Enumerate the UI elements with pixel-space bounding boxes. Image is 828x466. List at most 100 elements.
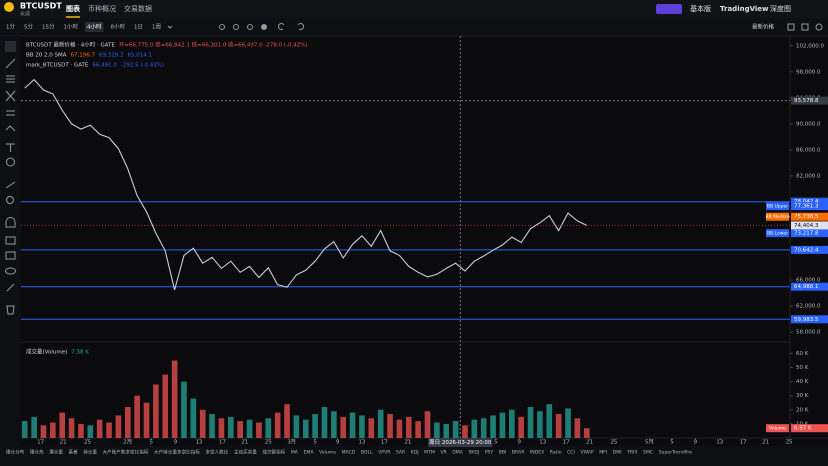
- indicator[interactable]: BBI: [499, 450, 507, 456]
- toolbar-icon[interactable]: [247, 24, 253, 30]
- tool-icon[interactable]: [6, 157, 15, 167]
- indicator[interactable]: VR: [440, 450, 447, 456]
- price-source[interactable]: 最新价格: [752, 23, 775, 31]
- tool-icons: [5, 41, 16, 315]
- indicator[interactable]: DMA: [452, 450, 464, 456]
- toolbar-icon[interactable]: [801, 23, 809, 31]
- indicator[interactable]: MACD: [342, 450, 356, 456]
- volume-bar: [527, 407, 534, 438]
- volume-bar: [509, 409, 515, 438]
- volume-bar: [106, 422, 112, 438]
- indicator[interactable]: Volume: [319, 450, 336, 456]
- tool-icon[interactable]: [5, 41, 16, 52]
- interval[interactable]: 8小时: [111, 23, 126, 31]
- indicator[interactable]: 成交额指标: [262, 449, 285, 456]
- indicator[interactable]: MTM: [424, 450, 435, 456]
- tag-name: BB Upper: [767, 204, 788, 210]
- indicator[interactable]: 大户持仓量多空比指标: [154, 449, 200, 456]
- tool-icon[interactable]: [5, 58, 16, 69]
- x-tick-label: 9: [694, 440, 698, 446]
- tool-icon[interactable]: [6, 305, 15, 315]
- interval[interactable]: 1小时: [64, 23, 79, 31]
- symbol[interactable]: BTCUSDT: [20, 2, 62, 11]
- tool-icon[interactable]: [6, 110, 15, 116]
- indicator[interactable]: 多空人数比: [205, 449, 228, 456]
- volume-bar: [31, 416, 37, 438]
- y-tick-label: 90,000.0: [796, 121, 821, 127]
- indicator[interactable]: CCI: [567, 450, 575, 456]
- indicator[interactable]: SuperTrendPro: [659, 450, 693, 456]
- indicator[interactable]: PSY: [485, 450, 494, 456]
- volume-bar: [462, 425, 468, 438]
- tool-icon[interactable]: [5, 217, 16, 228]
- header-link[interactable]: TradingView: [720, 5, 769, 13]
- legend-text: 65,014.1: [128, 53, 153, 59]
- tool-icon[interactable]: [5, 90, 16, 102]
- header-link[interactable]: 深度图: [770, 4, 791, 13]
- logo[interactable]: [4, 2, 14, 12]
- interval[interactable]: 1周: [152, 24, 161, 31]
- indicator[interactable]: VWAP: [580, 450, 594, 456]
- interval[interactable]: 15分: [42, 23, 55, 31]
- toolbar-icon[interactable]: [815, 23, 823, 31]
- volume-tag-box: [791, 424, 828, 433]
- tool-icon[interactable]: [6, 196, 14, 204]
- indicator[interactable]: Ratio: [550, 450, 562, 456]
- indicator[interactable]: EMA: [303, 450, 314, 456]
- indicator[interactable]: 基差: [68, 449, 78, 456]
- indicator[interactable]: INDEX: [530, 450, 544, 456]
- tool-icon[interactable]: [6, 143, 15, 152]
- redo-icon[interactable]: [297, 22, 305, 30]
- indicator[interactable]: MFI: [599, 450, 607, 456]
- dropdown-icon[interactable]: [167, 25, 173, 29]
- toolbar-icon[interactable]: [787, 23, 795, 31]
- toolbar-icon[interactable]: [233, 24, 239, 30]
- interval[interactable]: 5分: [24, 23, 33, 31]
- indicator[interactable]: BRAR: [512, 450, 525, 456]
- tool-icon[interactable]: [5, 236, 16, 245]
- x-tick-label: 5: [494, 440, 498, 446]
- indicator[interactable]: DMI: [613, 450, 622, 456]
- x-tick-label: 13: [195, 440, 202, 446]
- indicator[interactable]: SAR: [396, 450, 406, 456]
- interval[interactable]: 1日: [134, 24, 143, 31]
- indicator[interactable]: BOLL: [361, 450, 373, 456]
- tool-icon[interactable]: [5, 267, 16, 275]
- indicator[interactable]: SKDJ: [468, 450, 479, 456]
- indicator[interactable]: 大户账户数多空比指标: [102, 449, 148, 456]
- interval[interactable]: 1分: [6, 23, 15, 31]
- crosshair-price-box: [791, 96, 828, 105]
- tab[interactable]: 币种概况: [88, 4, 116, 13]
- undo-icon[interactable]: [277, 22, 285, 30]
- volume-bar: [359, 415, 365, 438]
- header-link[interactable]: 基本版: [690, 4, 711, 13]
- indicator[interactable]: 主动买卖量: [234, 449, 257, 456]
- badge[interactable]: [656, 4, 682, 14]
- legend-text: mark_BTCUSDT · GATE: [26, 63, 89, 69]
- tool-icon[interactable]: [5, 181, 16, 189]
- tool-icon[interactable]: [5, 125, 16, 132]
- tab[interactable]: 交易数据: [124, 4, 152, 13]
- volume-bar: [162, 374, 169, 438]
- interval[interactable]: 4小时: [87, 23, 102, 31]
- legend-text: BB 20 2.0 SMA: [26, 53, 67, 59]
- tool-icon[interactable]: [5, 251, 16, 260]
- volume-bar: [124, 407, 131, 438]
- indicator[interactable]: SMC: [643, 450, 653, 456]
- indicator[interactable]: 爆仓热: [30, 449, 44, 456]
- indicator[interactable]: KDJ: [411, 450, 419, 456]
- tag-name: BB Median: [766, 214, 790, 220]
- toolbar-icon[interactable]: [261, 24, 267, 30]
- toolbar-icon[interactable]: [219, 24, 225, 30]
- tab[interactable]: 图表: [66, 4, 81, 13]
- indicator[interactable]: 爆仓分布: [6, 449, 25, 456]
- indicator[interactable]: VPVR: [378, 450, 391, 456]
- volume-bar: [546, 404, 553, 438]
- tool-icon[interactable]: [6, 283, 15, 292]
- tool-icon[interactable]: [6, 75, 15, 83]
- indicator[interactable]: MA: [291, 450, 299, 456]
- indicator[interactable]: 持仓量: [83, 449, 97, 456]
- indicator[interactable]: TRIX: [626, 450, 638, 456]
- indicator[interactable]: 爆仓量: [49, 449, 63, 456]
